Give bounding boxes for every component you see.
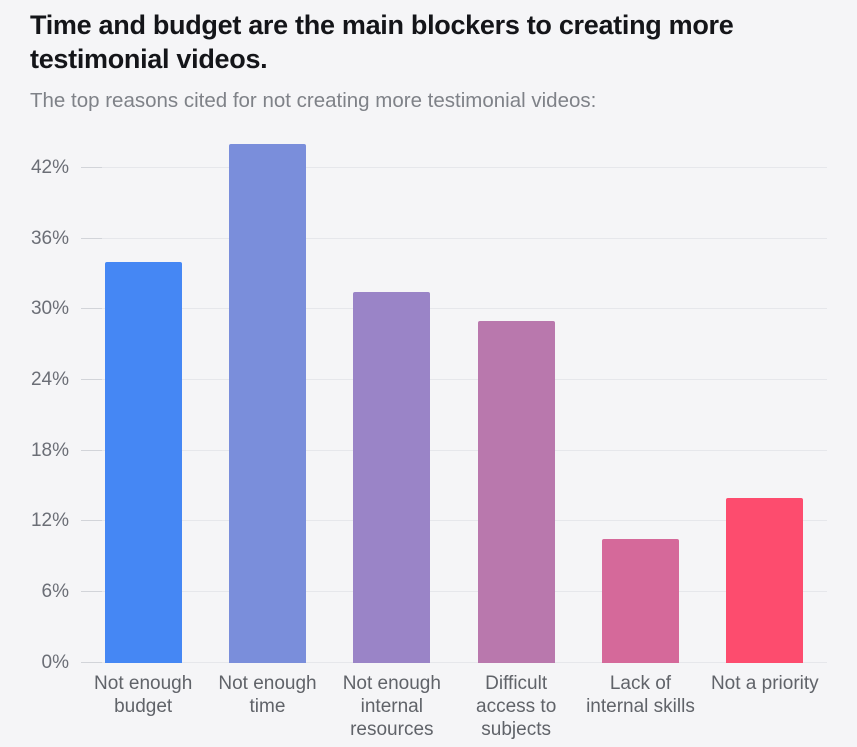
bar-slot [330, 133, 454, 663]
x-axis-category-text: Not enough budget [94, 672, 193, 717]
x-axis-category-text: Not enough internal resources [342, 672, 441, 740]
gridline [81, 308, 827, 310]
y-axis-tick-label: 0% [41, 651, 69, 673]
gridline [81, 166, 827, 168]
x-axis-category-text: Lack of internal skills [586, 672, 695, 717]
bar-1 [104, 262, 182, 663]
bars-row [81, 133, 827, 663]
y-axis-tick-label: 24% [30, 368, 69, 390]
gridline [81, 520, 827, 522]
x-axis-category-text: Not enough time [218, 672, 317, 717]
bar-5 [601, 538, 679, 663]
bar-6 [726, 497, 804, 663]
bar-chart: 0% 6% 12% 18% 24% 30% 36% 42% Not enough budget… [0, 133, 857, 742]
x-axis-category-label: Not enough budget [81, 672, 205, 742]
x-axis-category-label: Not a priority [703, 672, 827, 742]
bar-slot [578, 133, 702, 663]
x-axis-labels: Not enough budget Not enough time Not enou… [81, 672, 827, 742]
bar-slot [703, 133, 827, 663]
bar-slot [205, 133, 329, 663]
x-axis-category-text: Not a priority [710, 672, 819, 694]
bar-2 [228, 144, 306, 663]
page-title: Time and budget are the main blockers to… [30, 10, 734, 75]
y-axis-tick-label: 6% [41, 580, 69, 602]
plot-area: 0% 6% 12% 18% 24% 30% 36% 42% [31, 133, 827, 673]
y-axis-tick-label: 42% [30, 156, 69, 178]
y-axis-tick-label: 18% [30, 439, 69, 461]
x-axis-category-label: Lack of internal skills [578, 672, 702, 742]
page-subtitle: The top reasons cited for not creating m… [30, 89, 597, 113]
x-axis-category-label: Difficult access to subjects [454, 672, 578, 742]
gridline [81, 378, 827, 380]
gridline [81, 661, 827, 663]
bar-3 [353, 291, 431, 663]
bar-slot [81, 133, 205, 663]
gridline [81, 237, 827, 239]
y-axis-tick-label: 12% [30, 510, 69, 532]
bar-4 [477, 321, 555, 663]
gridline [81, 590, 827, 592]
gridline [81, 449, 827, 451]
x-axis-category-label: Not enough time [205, 672, 329, 742]
x-axis-category-text: Difficult access to subjects [476, 672, 557, 740]
y-axis-tick-label: 36% [30, 227, 69, 249]
y-axis-tick-label: 30% [30, 298, 69, 320]
bar-slot [454, 133, 578, 663]
x-axis-category-label: Not enough internal resources [330, 672, 454, 742]
